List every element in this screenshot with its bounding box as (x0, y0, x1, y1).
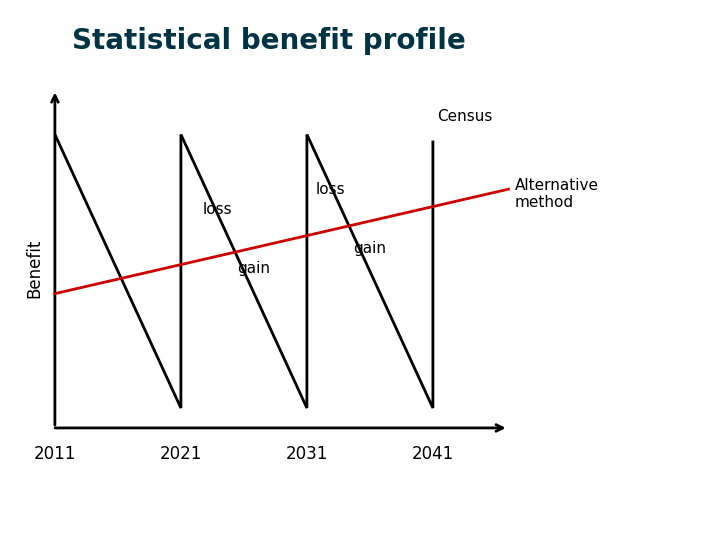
Text: gain: gain (354, 241, 387, 256)
Text: Census: Census (436, 110, 492, 125)
Text: 2011: 2011 (34, 446, 76, 463)
Text: Alternative
method: Alternative method (515, 178, 599, 211)
Text: Benefit: Benefit (26, 239, 44, 299)
Text: loss: loss (202, 201, 232, 217)
Text: loss: loss (316, 181, 346, 197)
Text: 2021: 2021 (160, 446, 202, 463)
Text: 2031: 2031 (286, 446, 328, 463)
Text: Statistical benefit profile: Statistical benefit profile (72, 27, 466, 55)
Text: gain: gain (238, 261, 271, 276)
Text: 2041: 2041 (412, 446, 454, 463)
